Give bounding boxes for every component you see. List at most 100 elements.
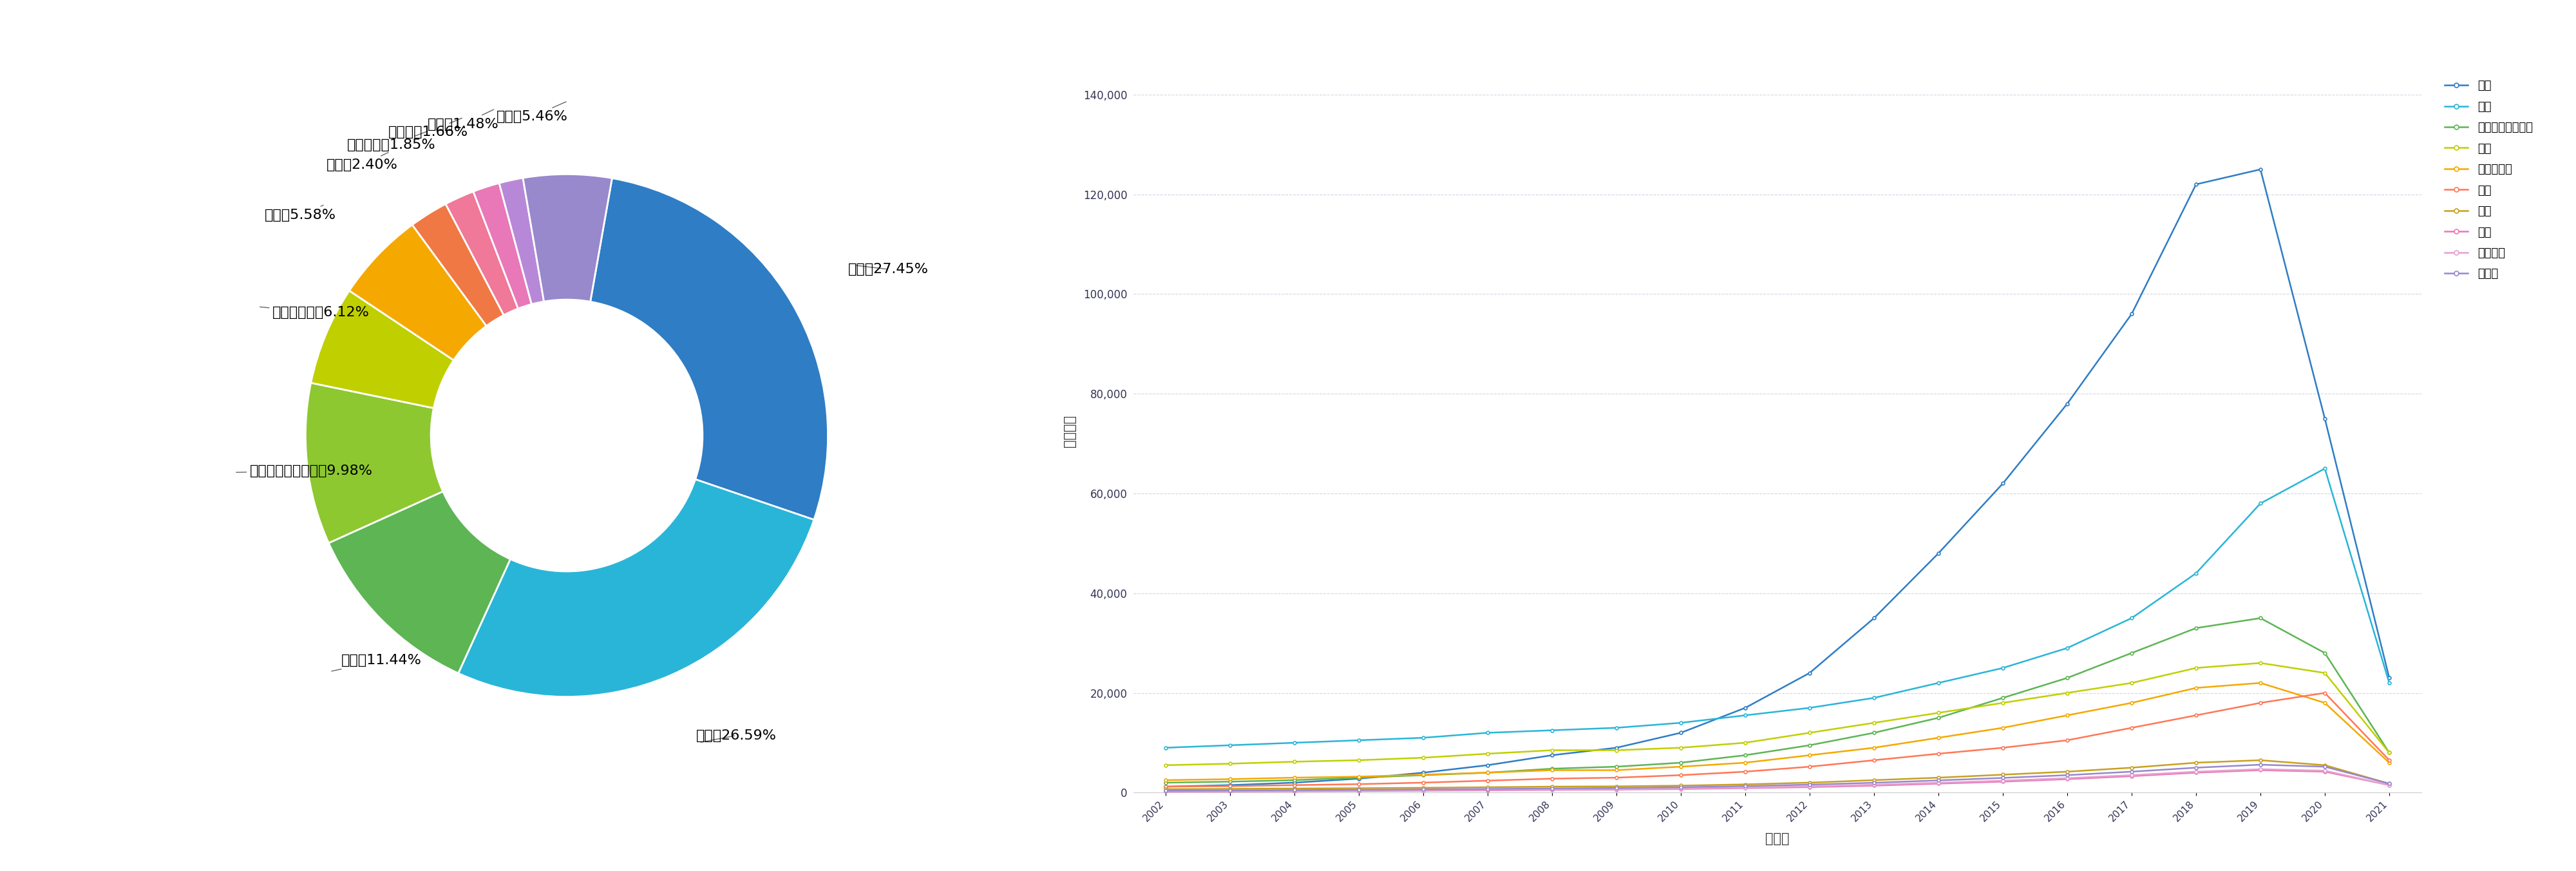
欧洲专利局 [1860, 742, 1891, 753]
欧洲专利局 [1280, 773, 1311, 783]
中国 [2246, 164, 2277, 174]
Y-axis label: 专利数量: 专利数量 [1064, 415, 1077, 447]
Line: 中国: 中国 [1164, 168, 2391, 788]
印度 [2179, 767, 2210, 778]
Wedge shape [459, 479, 814, 697]
韩国 [1216, 781, 1247, 792]
澳大利亚 [1345, 786, 1376, 796]
欧洲专利局 [1664, 761, 1695, 772]
韩国 [1664, 770, 1695, 780]
美国 [1345, 735, 1376, 746]
世界知识产权组织 [1860, 727, 1891, 738]
欧洲专利局 [1989, 723, 2020, 733]
美国 [2050, 643, 2081, 653]
德国 [2179, 758, 2210, 768]
日本 [2050, 688, 2081, 699]
加拿大 [1473, 784, 1504, 794]
中国 [1535, 750, 1566, 760]
加拿大 [1149, 786, 1180, 796]
印度 [1406, 786, 1437, 796]
世界知识产权组织 [1602, 761, 1633, 772]
Line: 澳大利亚: 澳大利亚 [1164, 767, 2391, 793]
Text: 加拿大：1.66%: 加拿大：1.66% [389, 118, 469, 138]
世界知识产权组织 [1280, 775, 1311, 786]
美国 [1473, 727, 1504, 738]
德国 [1149, 784, 1180, 794]
美国 [1216, 740, 1247, 751]
德国 [2375, 779, 2406, 789]
澳大利亚 [2308, 766, 2339, 776]
德国 [1989, 769, 2020, 780]
美国 [2246, 498, 2277, 509]
美国 [1602, 723, 1633, 733]
德国 [1664, 780, 1695, 791]
澳大利亚 [1922, 778, 1955, 788]
世界知识产权组织 [2117, 648, 2148, 658]
印度 [2375, 780, 2406, 790]
美国 [1406, 733, 1437, 743]
世界知识产权组织 [1793, 740, 1824, 751]
德国 [1473, 782, 1504, 793]
日本 [1406, 753, 1437, 763]
日本 [2117, 678, 2148, 688]
Line: 欧洲专利局: 欧洲专利局 [1164, 681, 2391, 781]
澳大利亚 [1664, 783, 1695, 793]
Wedge shape [500, 178, 544, 304]
日本 [1149, 760, 1180, 771]
印度 [1473, 785, 1504, 795]
世界知识产权组织 [1473, 767, 1504, 778]
德国 [2117, 762, 2148, 773]
德国 [1860, 775, 1891, 786]
印度 [1345, 786, 1376, 796]
Text: 韩国：5.58%: 韩国：5.58% [265, 206, 337, 222]
日本 [1664, 742, 1695, 753]
世界知识产权组织 [1535, 764, 1566, 774]
加拿大 [1280, 785, 1311, 795]
美国 [2375, 678, 2406, 688]
世界知识产权组织 [2050, 672, 2081, 683]
世界知识产权组织 [1664, 758, 1695, 768]
印度 [1793, 782, 1824, 793]
德国 [1793, 778, 1824, 788]
加拿大 [1602, 783, 1633, 793]
世界知识产权组织 [2375, 747, 2406, 758]
Line: 印度: 印度 [1164, 768, 2391, 793]
中国 [1280, 778, 1311, 788]
世界知识产权组织 [2308, 648, 2339, 658]
世界知识产权组织 [1922, 712, 1955, 723]
中国 [1664, 727, 1695, 738]
Wedge shape [590, 179, 827, 520]
中国 [1149, 781, 1180, 792]
澳大利亚 [1216, 786, 1247, 796]
日本 [1473, 748, 1504, 759]
中国 [2308, 414, 2339, 424]
韩国 [1731, 766, 1762, 777]
澳大利亚 [2050, 773, 2081, 783]
日本 [1860, 718, 1891, 728]
世界知识产权组织 [1731, 750, 1762, 760]
中国 [2117, 308, 2148, 319]
韩国 [1860, 755, 1891, 766]
德国 [1535, 781, 1566, 792]
日本 [1216, 759, 1247, 769]
欧洲专利局 [2308, 698, 2339, 708]
中国 [1793, 668, 1824, 679]
Text: 日本：11.44%: 日本：11.44% [332, 654, 422, 672]
中国 [1345, 773, 1376, 784]
澳大利亚 [1731, 782, 1762, 793]
韩国 [1535, 773, 1566, 784]
日本 [1731, 738, 1762, 748]
印度 [1602, 785, 1633, 795]
日本 [1989, 698, 2020, 708]
中国 [2179, 179, 2210, 190]
印度 [1280, 786, 1311, 796]
日本 [1602, 745, 1633, 755]
印度 [1731, 783, 1762, 793]
印度 [1216, 787, 1247, 797]
德国 [1406, 782, 1437, 793]
欧洲专利局 [1216, 774, 1247, 785]
中国 [2050, 399, 2081, 409]
欧洲专利局 [1793, 750, 1824, 760]
德国 [1345, 783, 1376, 793]
中国 [1473, 760, 1504, 771]
